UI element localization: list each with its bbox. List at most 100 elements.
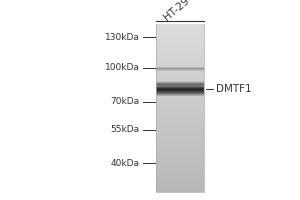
Bar [156,148,204,150]
Bar [156,91,204,92]
Bar [156,74,204,76]
Bar [156,38,204,39]
Bar [156,85,204,87]
Bar [156,71,204,73]
Bar [156,172,204,174]
Bar [156,186,204,188]
Bar [156,189,204,191]
Text: HT-29: HT-29 [162,0,191,23]
Bar [156,94,204,95]
Bar [156,63,204,65]
Bar [156,179,204,181]
Bar [156,80,204,81]
Bar [156,175,204,177]
Text: 130kDa: 130kDa [105,32,140,42]
Bar [156,159,204,161]
Bar [156,86,204,87]
Bar [156,84,204,85]
Bar [156,94,204,95]
Bar [156,31,204,32]
Bar [156,39,204,41]
Bar [156,108,204,109]
Bar [156,151,204,153]
Bar [156,69,204,70]
Bar [156,98,204,100]
Bar [156,49,204,51]
Bar [156,155,204,157]
Bar [156,81,204,82]
Bar [156,130,204,132]
Bar [156,33,204,35]
Bar [156,106,204,108]
Bar [156,92,204,93]
Bar [156,129,204,130]
Bar [156,83,204,84]
Bar [156,24,204,25]
Bar [156,117,204,119]
Bar [156,115,204,116]
Bar [156,54,204,56]
Bar [156,89,204,91]
Bar [156,52,204,53]
Bar [156,140,204,142]
Bar [156,64,204,66]
Bar [156,68,204,69]
Bar [156,84,204,86]
Bar [156,182,204,184]
Bar [156,112,204,114]
Bar [156,152,204,154]
Bar [156,82,204,84]
Bar [156,61,204,63]
Bar [156,141,204,143]
Bar [156,67,204,69]
Bar [156,178,204,179]
Bar [156,91,204,93]
Bar [156,185,204,186]
Bar [156,87,204,88]
Bar [156,183,204,185]
Bar [156,83,204,84]
Bar [156,43,204,45]
Bar [156,138,204,140]
Bar [156,89,204,90]
Bar [156,157,204,158]
Bar [156,70,204,71]
Text: DMTF1: DMTF1 [216,84,252,94]
Text: 70kDa: 70kDa [110,98,140,106]
Bar [156,169,204,171]
Text: 100kDa: 100kDa [105,64,140,72]
Bar [156,145,204,147]
Bar [156,144,204,146]
Bar [156,88,204,90]
Bar [156,133,204,135]
Bar [156,40,204,42]
Bar [156,50,204,52]
Bar [156,96,204,98]
Bar [156,124,204,126]
Bar [156,187,204,189]
Bar [156,45,204,46]
Bar [156,123,204,125]
Bar [156,150,204,151]
Bar [156,127,204,129]
Bar [156,36,204,38]
Bar [156,82,204,83]
Bar [156,75,204,77]
Bar [156,57,204,59]
Bar [156,134,204,136]
Bar [156,176,204,178]
Bar [156,68,204,70]
Bar [156,88,204,89]
Bar [156,95,204,96]
Text: 55kDa: 55kDa [110,126,140,134]
Bar [156,103,204,105]
Text: 40kDa: 40kDa [110,158,140,168]
Bar [156,60,204,62]
Bar [156,82,204,83]
Bar [156,81,204,82]
Bar [156,105,204,107]
Bar [156,99,204,101]
Bar [156,161,204,163]
Bar [156,92,204,93]
Bar [156,32,204,34]
